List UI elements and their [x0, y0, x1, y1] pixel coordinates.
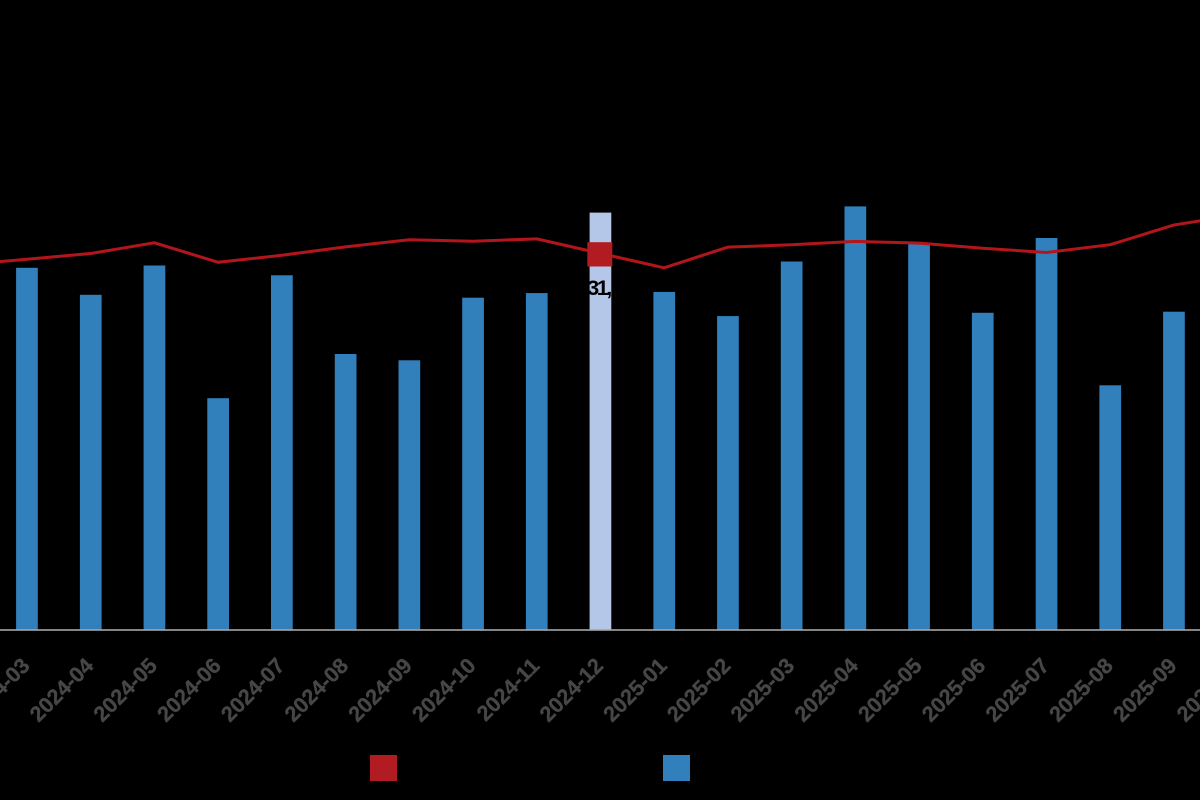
- svg-text:31,: 31,: [587, 276, 612, 300]
